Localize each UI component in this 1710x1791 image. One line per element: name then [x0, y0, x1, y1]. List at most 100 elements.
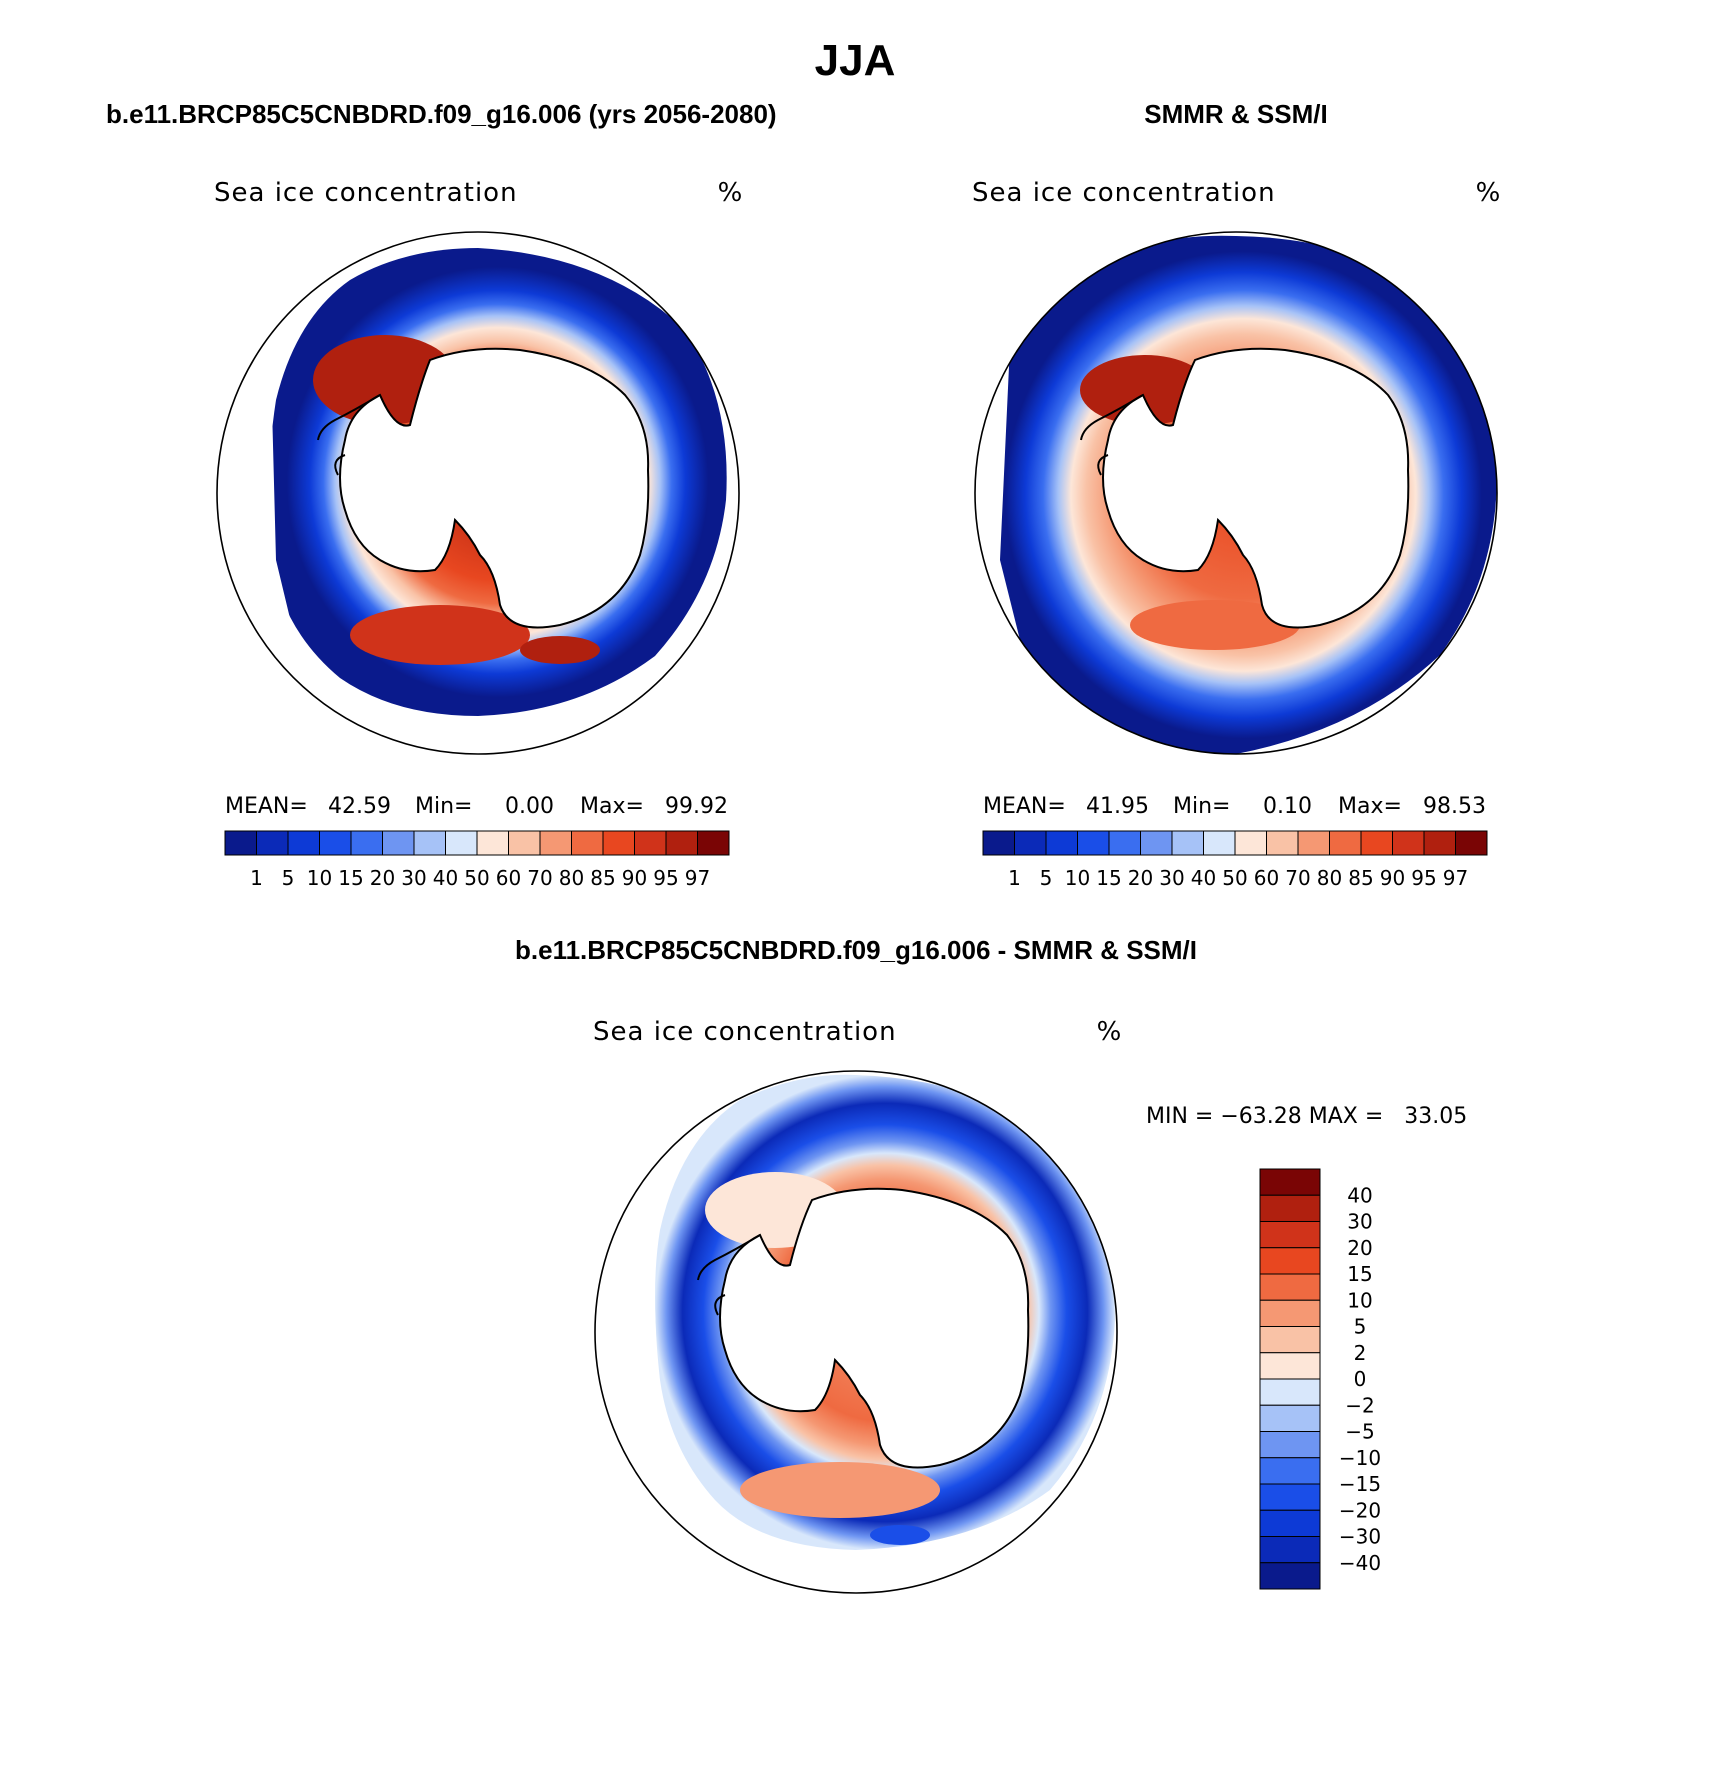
- colorbar-label: 20: [1128, 866, 1153, 890]
- colorbar-swatch: [539, 830, 572, 856]
- colorbar-swatch: [1329, 830, 1362, 856]
- colorbar-swatch: [1266, 830, 1299, 856]
- colorbar-swatch: [634, 830, 667, 856]
- colorbar-swatch: [476, 830, 509, 856]
- colorbar-label: 80: [559, 866, 584, 890]
- colorbar-swatch: [1259, 1562, 1321, 1590]
- colorbar-swatch: [1077, 830, 1110, 856]
- colorbar-label: 1: [1008, 866, 1021, 890]
- colorbar-label: 2: [1354, 1341, 1367, 1365]
- colorbar-swatch: [350, 830, 383, 856]
- colorbar-swatch: [1259, 1221, 1321, 1249]
- colorbar-label: 90: [1380, 866, 1405, 890]
- colorbar-swatch: [665, 830, 698, 856]
- colorbar-label: −10: [1339, 1446, 1381, 1470]
- stats-line: MEAN= 41.95 Min= 0.10 Max= 98.53: [983, 794, 1486, 819]
- colorbar-swatch: [1259, 1247, 1321, 1275]
- colorbar-swatch: [445, 830, 478, 856]
- colorbar-swatch: [1259, 1536, 1321, 1564]
- colorbar-swatch: [1203, 830, 1236, 856]
- colorbar-swatch: [1259, 1431, 1321, 1459]
- colorbar-label: 0: [1354, 1367, 1367, 1391]
- colorbar-label: 95: [653, 866, 678, 890]
- map-boundary: [974, 231, 1498, 755]
- antarctica: [719, 1187, 1030, 1469]
- colorbar-label: 5: [1040, 866, 1053, 890]
- variable-label: Sea ice concentration: [214, 178, 518, 208]
- colorbar-label: 90: [622, 866, 647, 890]
- colorbar-swatch: [256, 830, 289, 856]
- map-boundary: [216, 231, 740, 755]
- colorbar-label: 30: [401, 866, 426, 890]
- colorbar-swatch: [287, 830, 320, 856]
- colorbar-label: 60: [496, 866, 521, 890]
- colorbar-swatch: [413, 830, 446, 856]
- colorbar-swatch: [382, 830, 415, 856]
- panel-title: b.e11.BRCP85C5CNBDRD.f09_g16.006 - SMMR …: [515, 935, 1197, 965]
- ross-sea-max: [520, 636, 600, 664]
- colorbar-label: 70: [527, 866, 552, 890]
- variable-label: Sea ice concentration: [593, 1017, 897, 1047]
- ross-positive: [740, 1462, 940, 1518]
- colorbar-swatch: [697, 830, 730, 856]
- colorbar-swatch: [1259, 1509, 1321, 1537]
- colorbar-swatch: [1108, 830, 1141, 856]
- colorbar-label: 10: [1065, 866, 1090, 890]
- antarctic-peninsula: [317, 394, 381, 476]
- antarctic-peninsula: [697, 1234, 761, 1316]
- colorbar-swatch: [1455, 830, 1488, 856]
- colorbar-label: 10: [1347, 1288, 1372, 1312]
- antarctic-peninsula: [1080, 394, 1144, 476]
- colorbar-swatch: [1259, 1483, 1321, 1511]
- colorbar-swatch: [224, 830, 257, 856]
- units-label: %: [1476, 178, 1501, 208]
- colorbar-swatch: [1171, 830, 1204, 856]
- colorbar-label: 1: [250, 866, 263, 890]
- colorbar-label: 10: [307, 866, 332, 890]
- colorbar-label: 5: [282, 866, 295, 890]
- ross-sea-high: [1130, 600, 1300, 650]
- colorbar-label: 40: [1191, 866, 1216, 890]
- colorbar-label: −5: [1345, 1420, 1374, 1444]
- colorbar-label: −2: [1345, 1393, 1374, 1417]
- colorbar-label: 80: [1317, 866, 1342, 890]
- colorbar-label: 95: [1411, 866, 1436, 890]
- colorbar-swatch: [571, 830, 604, 856]
- colorbar-label: 40: [1347, 1183, 1372, 1207]
- colorbar-label: 60: [1254, 866, 1279, 890]
- colorbar-swatch: [1259, 1457, 1321, 1485]
- colorbar-swatch: [1259, 1273, 1321, 1301]
- colorbar-swatch: [1392, 830, 1425, 856]
- panel-title: SMMR & SSM/I: [1144, 99, 1327, 129]
- panel-observations: SMMR & SSM/I Sea ice concentration % MEA…: [972, 99, 1500, 890]
- variable-label: Sea ice concentration: [972, 178, 1276, 208]
- colorbar-swatch: [1045, 830, 1078, 856]
- colorbar-label: −30: [1339, 1525, 1381, 1549]
- colorbar-label: −15: [1339, 1472, 1381, 1496]
- colorbar-label: 5: [1354, 1315, 1367, 1339]
- colorbar-label: 15: [1347, 1262, 1372, 1286]
- colorbar-label: 15: [1096, 866, 1121, 890]
- negative-patch: [870, 1525, 930, 1545]
- colorbar-label: 50: [1222, 866, 1247, 890]
- panel-title: b.e11.BRCP85C5CNBDRD.f09_g16.006 (yrs 20…: [106, 99, 777, 129]
- panel-difference: b.e11.BRCP85C5CNBDRD.f09_g16.006 - SMMR …: [515, 935, 1467, 1594]
- colorbar-swatch: [1259, 1299, 1321, 1327]
- colorbar-label: 85: [1348, 866, 1373, 890]
- colorbar-label: 50: [464, 866, 489, 890]
- antarctica: [339, 347, 650, 629]
- antarctica: [1102, 347, 1410, 629]
- colorbar-swatch: [1423, 830, 1456, 856]
- colorbar-label: 97: [685, 866, 710, 890]
- colorbar-swatch: [1259, 1168, 1321, 1196]
- colorbar-swatch: [982, 830, 1015, 856]
- colorbar-label: −20: [1339, 1498, 1381, 1522]
- colorbar-label: 40: [433, 866, 458, 890]
- open-ocean: [217, 330, 300, 660]
- colorbar-label: 70: [1285, 866, 1310, 890]
- panel-model: b.e11.BRCP85C5CNBDRD.f09_g16.006 (yrs 20…: [106, 99, 777, 890]
- colorbar-label: 15: [338, 866, 363, 890]
- colorbar-swatch: [602, 830, 635, 856]
